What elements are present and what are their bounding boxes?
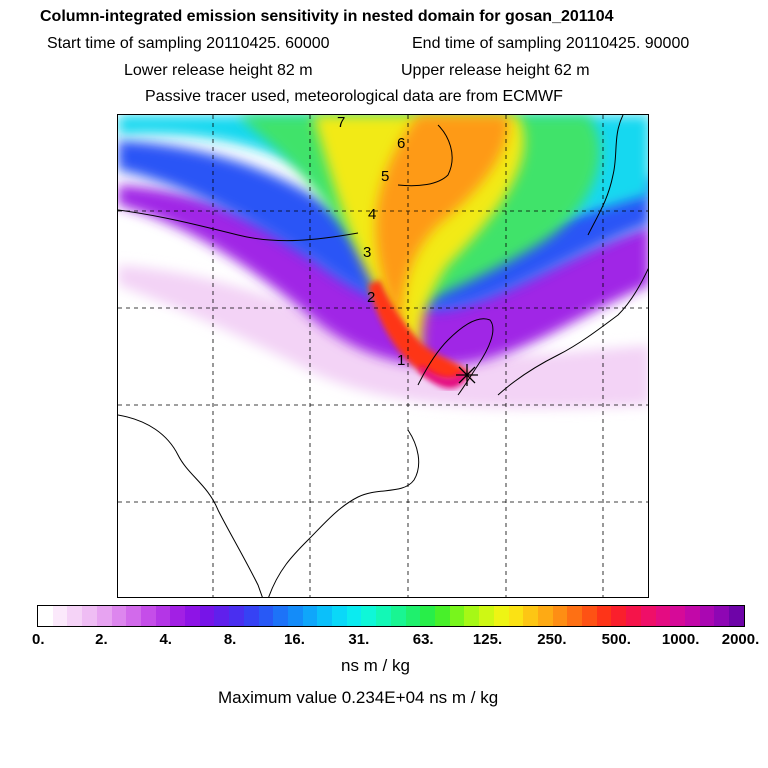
colorbar-swatch [670, 606, 685, 626]
colorbar-swatch [493, 606, 509, 626]
colorbar-swatch [582, 606, 597, 626]
colorbar-swatch [684, 606, 700, 626]
colorbar-tick-label: 2000. [721, 631, 760, 648]
colorbar-swatch [376, 606, 391, 626]
colorbar-swatch [82, 606, 97, 626]
colorbar-swatch [523, 606, 538, 626]
colorbar-swatch [479, 606, 494, 626]
day-label-1: 1 [397, 352, 405, 369]
sakhalin-coast [587, 115, 624, 236]
colorbar-units: ns m / kg [341, 656, 410, 675]
colorbar-swatch [434, 606, 450, 626]
colorbar-swatch [699, 606, 715, 626]
colorbar-swatch [155, 606, 171, 626]
colorbar-swatch [170, 606, 186, 626]
blue-band [118, 140, 648, 311]
day-label-4: 4 [368, 206, 376, 223]
purple-band [118, 185, 648, 366]
indochina-coast [118, 414, 263, 597]
colorbar-swatch [596, 606, 612, 626]
colorbar-swatch [96, 606, 112, 626]
colorbar-tick-label: 31. [348, 631, 370, 648]
colorbar-swatch [111, 606, 127, 626]
colorbar-swatch [302, 606, 318, 626]
maximum-value: Maximum value 0.234E+04 ns m / kg [218, 688, 499, 707]
lat-lon-grid [118, 115, 648, 597]
colorbar-swatch [140, 606, 156, 626]
colorbar-swatch [332, 606, 347, 626]
map-canvas: 1 2 3 4 5 6 7 [118, 115, 648, 597]
colorbar [37, 605, 745, 627]
colorbar-tick-label: 1000. [661, 631, 700, 648]
colorbar-swatch [464, 606, 480, 626]
coastlines [118, 115, 648, 597]
colorbar-tick-label: 4. [159, 631, 172, 648]
colorbar-swatch [626, 606, 641, 626]
release-site-star-icon [456, 364, 478, 386]
colorbar-swatch [449, 606, 465, 626]
day-label-5: 5 [381, 168, 389, 185]
colorbar-tick-label: 63. [412, 631, 434, 648]
colorbar-swatch [229, 606, 244, 626]
colorbar-swatch [346, 606, 362, 626]
tracer-info: Passive tracer used, meteorological data… [145, 88, 563, 105]
colorbar-swatch [199, 606, 215, 626]
colorbar-swatch [508, 606, 524, 626]
emission-sensitivity-map: 1 2 3 4 5 6 7 [117, 114, 649, 598]
colorbar-swatch [567, 606, 583, 626]
magenta-tail [418, 365, 468, 389]
colorbar-swatch [258, 606, 274, 626]
colorbar-swatch [420, 606, 435, 626]
colorbar-tick-label: 2. [95, 631, 108, 648]
colorbar-swatch [537, 606, 553, 626]
colorbar-swatch [611, 606, 627, 626]
colorbar-swatch [714, 606, 730, 626]
colorbar-swatch [126, 606, 141, 626]
lower-release-height: Lower release height 82 m [124, 62, 313, 79]
colorbar-swatch [405, 606, 421, 626]
colorbar-swatch [185, 606, 200, 626]
colorbar-tick-label: 8. [223, 631, 237, 648]
south-china-coast [268, 429, 420, 597]
orange-plume [375, 115, 509, 340]
colorbar-swatch [38, 606, 53, 626]
japan-coast [497, 268, 648, 396]
colorbar-swatch [317, 606, 333, 626]
red-plume-core [368, 280, 470, 382]
upper-release-height: Upper release height 62 m [401, 62, 590, 79]
colorbar-swatch [243, 606, 259, 626]
colorbar-swatch [361, 606, 377, 626]
sampling-start: Start time of sampling 20110425. 60000 [47, 35, 330, 52]
colorbar-swatch [552, 606, 568, 626]
day-label-3: 3 [363, 244, 371, 261]
baikal-outline [397, 124, 453, 187]
colorbar-tick-label: 125. [472, 631, 503, 648]
colorbar-swatch [287, 606, 303, 626]
mongolia-border [118, 209, 359, 242]
pink-haze-band [118, 265, 648, 409]
colorbar-tick-label: 250. [537, 631, 567, 648]
colorbar-swatch [214, 606, 230, 626]
colorbar-tick-label: 16. [284, 631, 305, 648]
colorbar-swatch [273, 606, 288, 626]
colorbar-swatch [52, 606, 68, 626]
colorbar-tick-label: 500. [601, 631, 631, 648]
plot-title: Column-integrated emission sensitivity i… [40, 8, 614, 25]
colorbar-swatch [390, 606, 406, 626]
colorbar-swatch [67, 606, 83, 626]
day-label-2: 2 [367, 289, 375, 306]
colorbar-swatch [640, 606, 656, 626]
colorbar-swatch [729, 606, 744, 626]
colorbar-tick-label: 0. [31, 631, 45, 648]
day-label-7: 7 [337, 115, 345, 131]
sampling-end: End time of sampling 20110425. 90000 [412, 35, 690, 52]
day-label-6: 6 [397, 135, 405, 152]
colorbar-swatch [655, 606, 671, 626]
